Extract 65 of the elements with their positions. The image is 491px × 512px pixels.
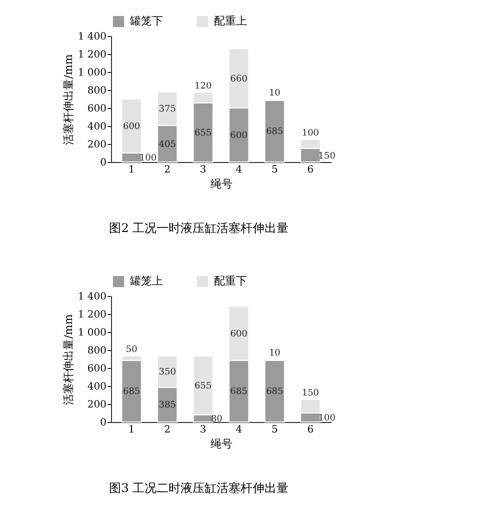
y-tick-label: 1 200 bbox=[78, 50, 106, 60]
data-label: 100 bbox=[302, 128, 320, 138]
y-tick-label: 1 200 bbox=[78, 310, 106, 320]
x-tick-label: 6 bbox=[307, 424, 314, 436]
y-tick-label: 600 bbox=[87, 104, 106, 114]
x-tick-label: 6 bbox=[307, 164, 314, 176]
y-tick-label: 600 bbox=[87, 364, 106, 374]
data-label: 385 bbox=[158, 400, 176, 411]
y-tick-label: 200 bbox=[87, 400, 106, 410]
x-axis-title: 绳号 bbox=[210, 178, 232, 190]
y-tick-label: 0 bbox=[100, 418, 106, 428]
legend-label: 罐笼上 bbox=[130, 274, 163, 288]
y-tick-label: 1 400 bbox=[78, 292, 106, 302]
data-label: 685 bbox=[266, 127, 284, 138]
y-tick-label: 1 000 bbox=[78, 328, 106, 338]
data-label: 600 bbox=[230, 329, 248, 340]
data-label: 150 bbox=[318, 151, 336, 162]
legend-label: 配重上 bbox=[214, 14, 247, 28]
bar bbox=[264, 100, 285, 162]
data-label: 655 bbox=[194, 128, 212, 139]
data-label: 10 bbox=[268, 88, 281, 98]
data-label: 685 bbox=[230, 387, 248, 398]
data-label: 405 bbox=[158, 140, 176, 150]
caption: 图2 工况一时液压缸活塞杆伸出量 bbox=[109, 221, 289, 235]
data-label: 80 bbox=[210, 414, 223, 424]
data-label: 375 bbox=[158, 104, 176, 115]
legend-label: 罐笼下 bbox=[130, 14, 163, 28]
x-tick-label: 5 bbox=[271, 424, 278, 436]
y-tick-label: 400 bbox=[87, 122, 106, 132]
x-tick-label: 4 bbox=[236, 164, 242, 176]
y-tick-label: 800 bbox=[87, 86, 106, 96]
x-tick-label: 4 bbox=[236, 424, 242, 436]
data-label: 150 bbox=[302, 388, 320, 398]
x-tick-label: 2 bbox=[164, 424, 171, 436]
x-tick-label: 3 bbox=[200, 164, 206, 176]
x-tick-label: 5 bbox=[271, 164, 278, 176]
x-tick-label: 1 bbox=[128, 164, 135, 176]
y-tick-label: 200 bbox=[87, 140, 106, 150]
data-label: 660 bbox=[230, 74, 248, 84]
data-label: 120 bbox=[194, 81, 212, 92]
legend-label: 配重下 bbox=[214, 274, 247, 288]
data-label: 50 bbox=[126, 344, 138, 355]
y-tick-label: 1 000 bbox=[78, 68, 106, 78]
bar bbox=[264, 360, 285, 422]
x-tick-label: 3 bbox=[200, 424, 206, 436]
bar bbox=[121, 360, 142, 422]
data-label: 600 bbox=[122, 122, 140, 132]
y-tick-label: 0 bbox=[100, 158, 106, 168]
data-label: 10 bbox=[268, 348, 281, 358]
y-tick-label: 800 bbox=[87, 346, 106, 356]
data-label: 100 bbox=[318, 414, 336, 424]
y-tick-label: 400 bbox=[87, 382, 106, 392]
data-label: 600 bbox=[230, 131, 248, 141]
x-axis-title: 绳号 bbox=[210, 438, 232, 450]
y-axis-title: 活塞杆伸出量/mm bbox=[62, 54, 75, 145]
y-axis-title: 活塞杆伸出量/mm bbox=[62, 314, 75, 405]
caption: 图3 工况二时液压缸活塞杆伸出量 bbox=[109, 481, 289, 495]
y-tick-label: 1 400 bbox=[78, 32, 106, 42]
data-label: 655 bbox=[194, 381, 212, 392]
data-label: 685 bbox=[122, 387, 140, 398]
data-label: 685 bbox=[266, 387, 284, 398]
x-tick-label: 2 bbox=[164, 164, 171, 176]
x-tick-label: 1 bbox=[128, 424, 135, 436]
data-label: 350 bbox=[158, 368, 176, 378]
data-label: 100 bbox=[139, 154, 157, 164]
